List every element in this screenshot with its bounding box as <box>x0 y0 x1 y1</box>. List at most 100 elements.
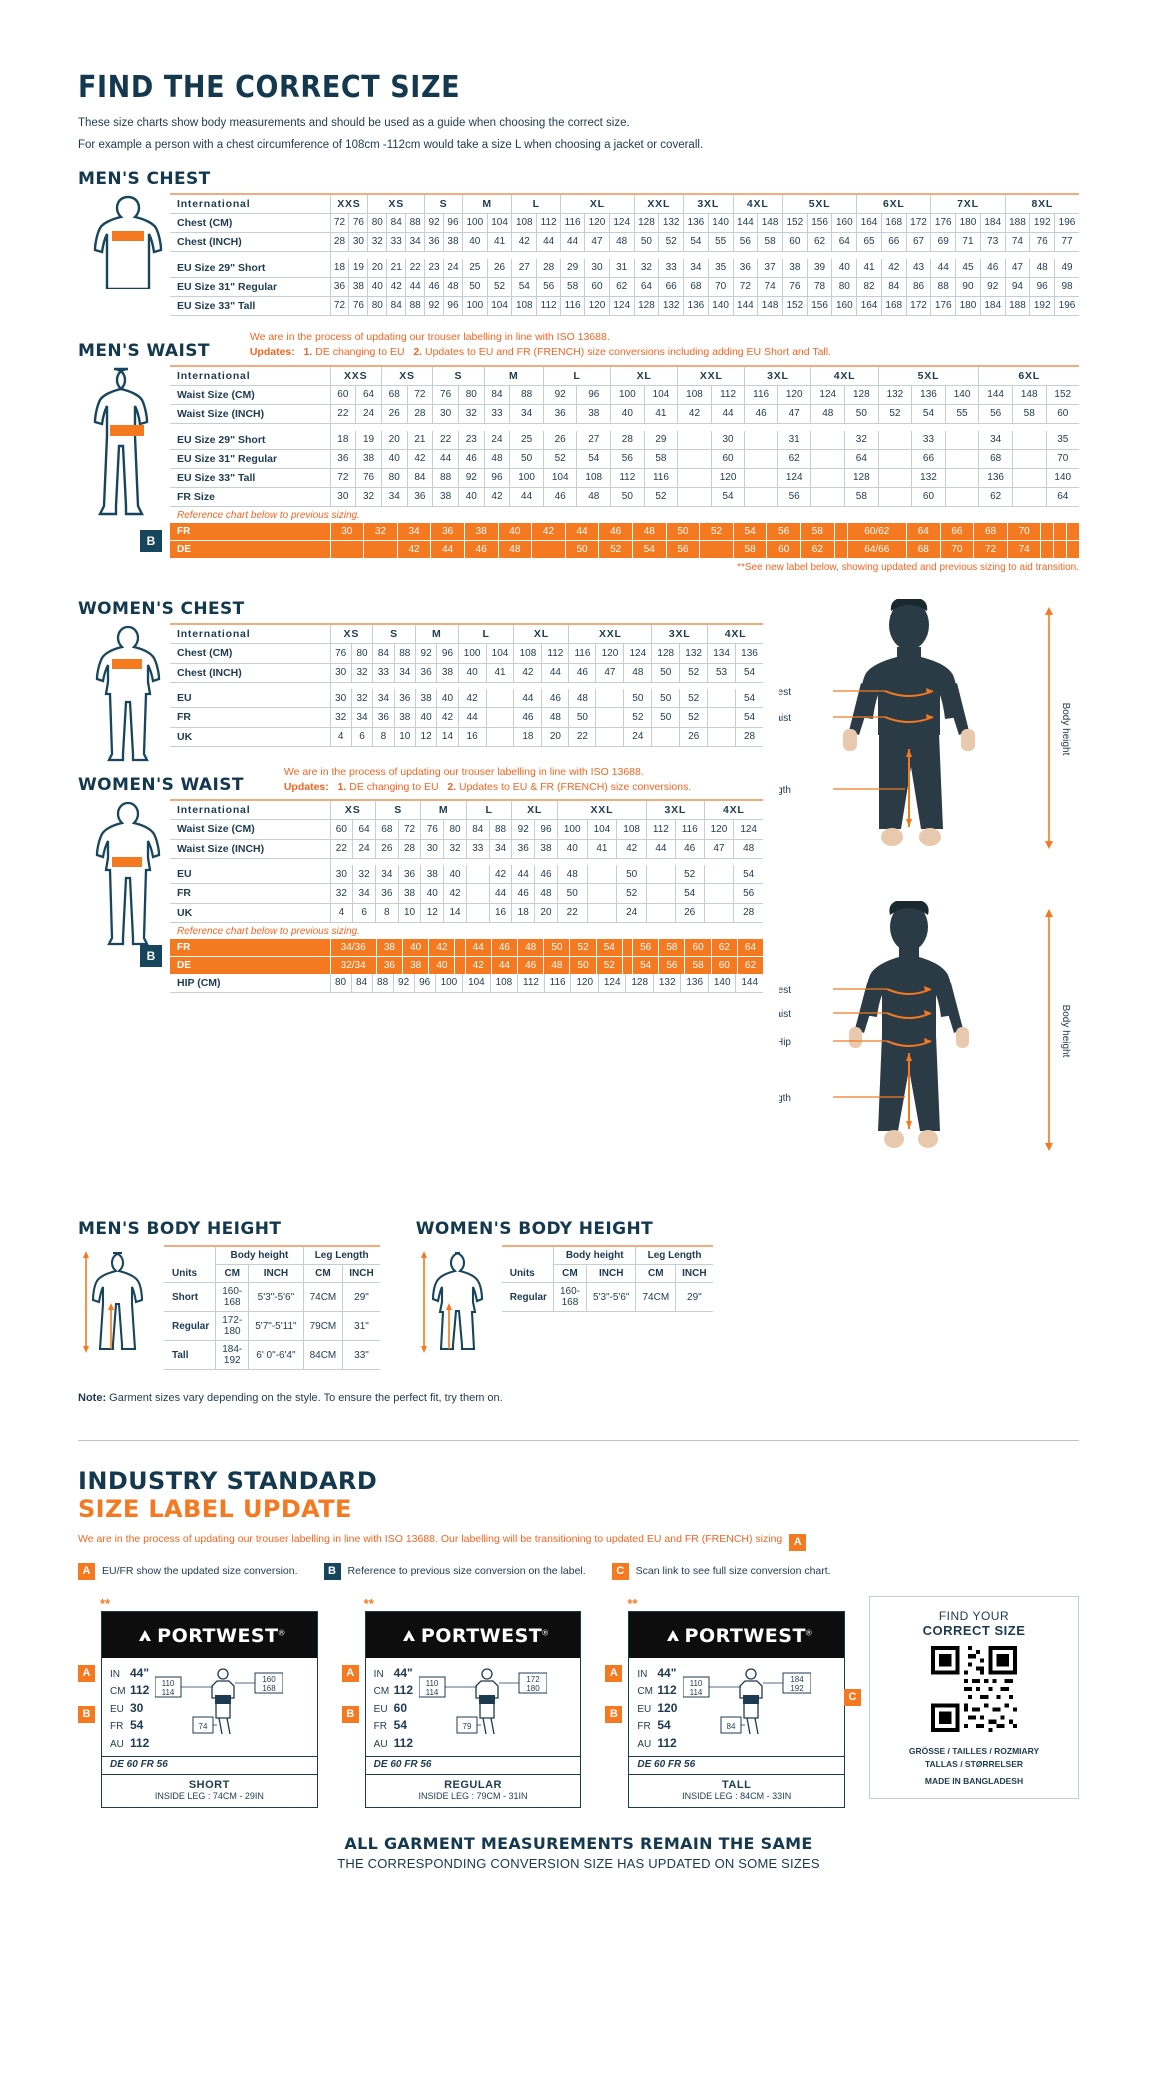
cell: 140 <box>708 213 734 233</box>
cell: 42 <box>513 663 543 683</box>
cell: 74 <box>1005 232 1031 253</box>
cell: 136 <box>680 973 709 993</box>
mens-chest-table: International XXS XS S M L XL XXL 3XL 4XL 5XL 6XL 7X… <box>170 192 1079 317</box>
conversion-row-au: AU 112 <box>110 1735 149 1753</box>
cell: 160-168 <box>553 1282 587 1313</box>
reference-cell <box>699 540 734 559</box>
row-label: EU Size 31" Regular <box>170 449 331 469</box>
cell: 92 <box>415 643 438 664</box>
row-label: Short <box>164 1282 217 1313</box>
female-hip-label: Hip <box>779 1037 791 1048</box>
cell: 52 <box>658 232 685 253</box>
cell <box>744 430 778 450</box>
cell <box>466 883 490 904</box>
cell: 14 <box>436 727 459 747</box>
table-row: UK 4 6 8 10 12 14 16 18 20 22 24 26 28 <box>170 727 763 747</box>
qr-code-icon[interactable] <box>931 1645 1017 1732</box>
bh-subheader-cm: CM <box>635 1264 677 1284</box>
cell <box>707 707 736 728</box>
size-header-6xl: 6XL <box>856 192 932 214</box>
cell: 44 <box>541 663 570 683</box>
spacer-row <box>170 858 763 866</box>
cell: 84 <box>386 213 407 233</box>
cell: 24 <box>355 404 382 425</box>
cell <box>707 689 736 709</box>
cell: 148 <box>757 213 783 233</box>
reference-cell: 66 <box>940 523 975 542</box>
reference-cell: 56 <box>658 956 686 974</box>
reference-row-label: FR <box>170 938 331 957</box>
inside-leg-detail: INSIDE LEG : 74CM - 29IN <box>154 1791 264 1802</box>
reference-cell: 40 <box>428 956 456 974</box>
cell: 96 <box>443 296 463 317</box>
body-height-group: Body height <box>553 1245 637 1266</box>
cell: 38 <box>436 663 459 683</box>
reference-cell: 68 <box>973 523 1008 542</box>
cell: 74CM <box>635 1282 677 1313</box>
conversion-value: 112 <box>393 1735 414 1750</box>
cell: 22 <box>432 430 459 450</box>
spacer-row <box>170 251 1079 259</box>
cell: 38 <box>415 689 438 709</box>
cell: 41 <box>587 839 618 859</box>
cell: 25 <box>509 430 544 450</box>
male-model-figure: Chest Waist Leg Length Body height <box>779 599 1071 850</box>
cell: 19 <box>348 258 369 278</box>
reference-cell: 48 <box>517 938 545 957</box>
cell: 5'3"-5'6" <box>248 1282 304 1313</box>
cell: 29 <box>644 430 679 450</box>
cell: 72 <box>330 296 350 317</box>
reference-cell: 36 <box>430 523 465 542</box>
size-header-l: L <box>543 364 612 386</box>
cell: 33 <box>484 404 511 425</box>
conversion-key: AU <box>637 1738 652 1750</box>
table-row: EU Size 29" Short 18 19 20 21 22 23 24 25 26 27 28 2… <box>170 258 1079 278</box>
legend-item-b: B Reference to previous size conversion o… <box>323 1562 586 1580</box>
cell: 156 <box>807 213 833 233</box>
cell: 64 <box>844 449 879 469</box>
cell <box>677 487 712 508</box>
qr-card[interactable]: C FIND YOUR CORRECT SIZE <box>844 1595 1079 1800</box>
cell: 140 <box>708 973 737 993</box>
cell: 31" <box>342 1311 380 1342</box>
cell <box>707 727 736 747</box>
svg-text:114: 114 <box>426 1688 439 1697</box>
cell: 32 <box>352 865 376 885</box>
reference-cell: 68 <box>906 540 941 559</box>
cell: 156 <box>807 296 833 317</box>
cell <box>704 903 735 923</box>
reference-cell: 46 <box>491 938 519 957</box>
garment-label-card: ** A B PORTWEST® IN 44" CM 112 EU 60 FR 54 AU 112 110 1… <box>341 1596 582 1809</box>
womens-chest-figure <box>78 623 170 762</box>
size-header-xl: XL <box>511 799 558 821</box>
cell: 44 <box>930 258 957 278</box>
see-label-note: **See new label below, showing updated a… <box>737 562 1079 574</box>
cell: 80 <box>443 819 467 840</box>
row-label: EU <box>170 689 331 709</box>
cell: 8 <box>372 727 395 747</box>
cell <box>704 883 735 904</box>
reference-cell <box>622 938 634 957</box>
cell: 52 <box>679 689 709 709</box>
cell: 72 <box>330 213 350 233</box>
inside-leg-detail: INSIDE LEG : 84CM - 33IN <box>682 1791 792 1802</box>
size-header-5xl: 5XL <box>878 364 980 386</box>
womens-body-height-block: WOMEN'S BODY HEIGHT <box>416 1219 713 1370</box>
cell: 52 <box>679 707 709 728</box>
cell: 70 <box>708 277 734 297</box>
spacer-row <box>170 682 763 690</box>
qr-line-1: FIND YOUR <box>938 1608 1010 1623</box>
cell: 54 <box>735 663 763 683</box>
cell: 76 <box>420 819 445 840</box>
cell: 56 <box>733 883 763 904</box>
garment-label-card: ** A B PORTWEST® IN 44" CM 112 EU 30 FR 54 AU 112 110 1… <box>78 1596 318 1809</box>
cell: 88 <box>930 277 957 297</box>
row-label: Waist Size (INCH) <box>170 404 331 425</box>
reference-cell: 60 <box>766 540 802 559</box>
row-label: Waist Size (CM) <box>170 385 331 405</box>
cell: 23 <box>424 258 445 278</box>
conversion-key: CM <box>637 1686 653 1698</box>
cell: 40 <box>462 232 488 253</box>
svg-text:160: 160 <box>263 1675 277 1684</box>
svg-text:184: 184 <box>791 1675 805 1684</box>
